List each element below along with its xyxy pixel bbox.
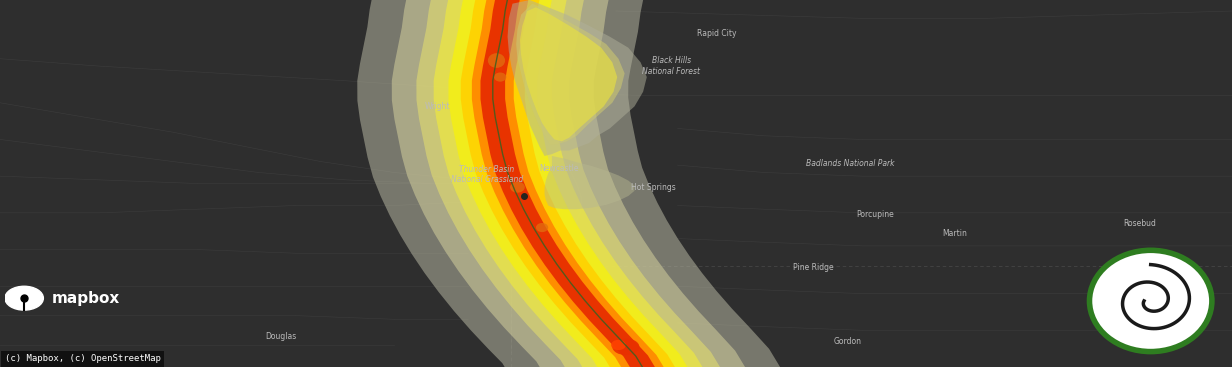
Polygon shape (472, 0, 668, 367)
Text: Hot Springs: Hot Springs (631, 184, 675, 192)
Circle shape (1089, 250, 1212, 352)
Text: Douglas: Douglas (265, 332, 297, 341)
Ellipse shape (510, 182, 525, 193)
Text: Black Hills
National Forest: Black Hills National Forest (642, 57, 701, 76)
Polygon shape (516, 4, 625, 145)
Ellipse shape (494, 73, 506, 82)
Ellipse shape (612, 338, 639, 355)
Text: Wright: Wright (425, 102, 450, 111)
Polygon shape (416, 0, 722, 367)
Text: (c) Mapbox, (c) OpenStreetMap: (c) Mapbox, (c) OpenStreetMap (5, 354, 161, 363)
Polygon shape (480, 0, 659, 367)
Polygon shape (448, 0, 690, 367)
Ellipse shape (488, 53, 505, 68)
Text: Rosebud: Rosebud (1124, 219, 1156, 228)
Text: Martin: Martin (942, 229, 967, 237)
Text: Thunder Basin
National Grassland: Thunder Basin National Grassland (451, 165, 522, 184)
Polygon shape (545, 156, 634, 209)
Text: mapbox: mapbox (52, 291, 121, 306)
Text: Newcastle: Newcastle (540, 164, 579, 173)
Polygon shape (461, 0, 679, 367)
Polygon shape (434, 0, 705, 367)
Ellipse shape (536, 223, 548, 232)
Polygon shape (508, 0, 647, 156)
Polygon shape (520, 7, 617, 141)
Ellipse shape (611, 340, 626, 350)
Text: Rapid City: Rapid City (697, 29, 737, 37)
Text: Valentine: Valentine (1154, 319, 1191, 327)
Text: Pine Ridge: Pine Ridge (793, 263, 833, 272)
Polygon shape (357, 0, 780, 367)
Text: Badlands National Park: Badlands National Park (806, 159, 894, 168)
Polygon shape (392, 0, 747, 367)
Circle shape (5, 286, 43, 310)
Text: Porcupine: Porcupine (856, 210, 893, 219)
Text: Gordon: Gordon (834, 337, 861, 346)
